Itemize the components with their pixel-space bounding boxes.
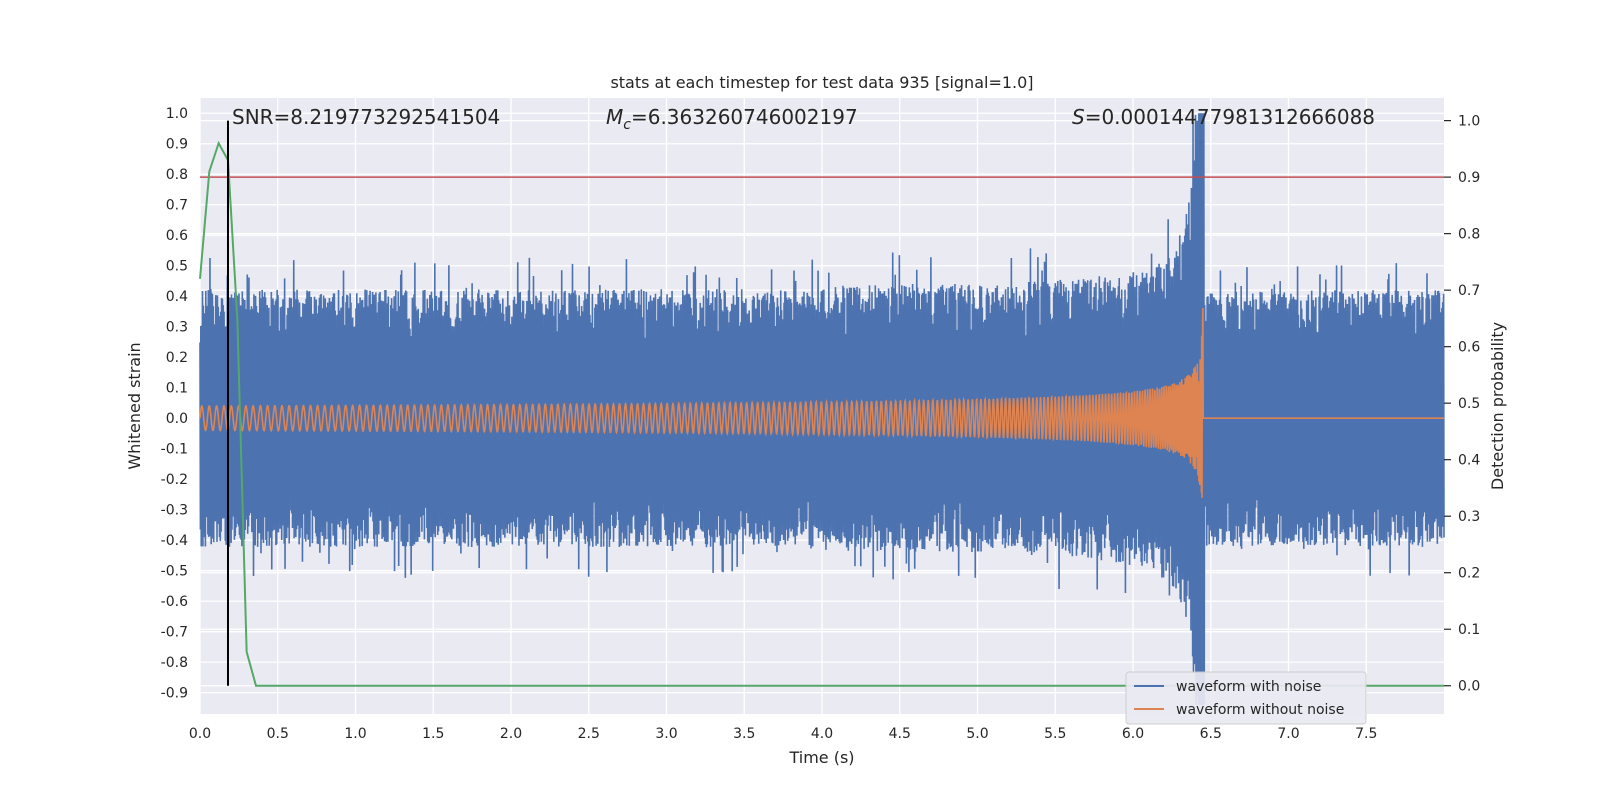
y-tick-label: 0.3: [166, 320, 188, 336]
x-tick-label: 2.0: [500, 726, 522, 742]
y2-tick-label: 0.3: [1458, 509, 1480, 525]
x-tick-label: 1.5: [422, 726, 444, 742]
y-tick-label: -0.3: [161, 503, 188, 519]
y-tick-label: 0.2: [166, 350, 188, 366]
y-tick-label: -0.6: [161, 594, 188, 610]
x-tick-label: 6.0: [1122, 726, 1144, 742]
y2-tick-label: 0.9: [1458, 170, 1480, 186]
s-annotation: S=0.00014477981312666088: [1072, 105, 1375, 129]
y-tick-label: 1.0: [166, 106, 188, 122]
legend: waveform with noise waveform without noi…: [1125, 671, 1367, 725]
y2-tick-label: 0.2: [1458, 566, 1480, 582]
y-tick-label: -0.4: [161, 533, 188, 549]
y-tick-label: 0.5: [166, 259, 188, 275]
series-line-clean: [199, 308, 1444, 498]
legend-label-noise: waveform with noise: [1176, 679, 1321, 695]
chart-title: stats at each timestep for test data 935…: [610, 73, 1033, 92]
chirp-mass-annotation: Mc=6.363260746002197: [606, 105, 858, 133]
x-tick-label: 1.0: [344, 726, 366, 742]
y-tick-label: 0.6: [166, 228, 188, 244]
x-tick-label: 3.5: [733, 726, 755, 742]
y2-axis-label: Detection probability: [1488, 322, 1507, 490]
y-tick-label: 0.0: [166, 411, 188, 427]
y2-tick-label: 0.8: [1458, 227, 1480, 243]
x-tick-label: 7.0: [1277, 726, 1299, 742]
x-axis-label: Time (s): [788, 748, 854, 767]
y-tick-label: 0.4: [166, 289, 188, 305]
y-tick-label: -0.5: [161, 564, 188, 580]
y2-tick-label: 0.7: [1458, 283, 1480, 299]
x-tick-label: 2.5: [578, 726, 600, 742]
x-tick-label: 0.0: [189, 726, 211, 742]
x-tick-label: 5.5: [1044, 726, 1066, 742]
x-tick-label: 5.0: [966, 726, 988, 742]
y-tick-label: 0.7: [166, 198, 188, 214]
y-axis-ticks: 1.0 0.9 0.8 0.7 0.6 0.5 0.4 0.3 0.2 0.1 0.0 -0.1 -0.…: [161, 106, 188, 701]
y2-axis-ticks: 1.0 0.9 0.8 0.7 0.6 0.5 0.4 0.3 0.2 0.1 0.0: [1444, 114, 1480, 695]
y-tick-label: 0.8: [166, 167, 188, 183]
y-tick-label: -0.9: [161, 686, 188, 702]
x-tick-label: 6.5: [1200, 726, 1222, 742]
y-tick-label: 0.9: [166, 137, 188, 153]
y2-tick-label: 1.0: [1458, 114, 1480, 130]
x-tick-label: 3.0: [655, 726, 677, 742]
data-layer: [199, 113, 1445, 705]
x-axis-ticks: 0.0 0.5 1.0 1.5 2.0 2.5 3.0 3.5 4.0 4.5 5.0 5.5 6.0 6…: [189, 726, 1378, 742]
snr-annotation: SNR=8.219773292541504: [232, 105, 500, 129]
x-tick-label: 7.5: [1355, 726, 1377, 742]
y2-tick-label: 0.6: [1458, 340, 1480, 356]
x-tick-label: 4.0: [811, 726, 833, 742]
series-line-probability: [199, 140, 1444, 687]
x-tick-label: 4.5: [889, 726, 911, 742]
legend-box: [1125, 671, 1367, 725]
y-axis-label: Whitened strain: [125, 342, 144, 469]
y-tick-label: 0.1: [166, 381, 188, 397]
legend-label-clean: waveform without noise: [1176, 702, 1344, 718]
y2-tick-label: 0.5: [1458, 396, 1480, 412]
y2-tick-label: 0.0: [1458, 679, 1480, 695]
y-tick-label: -0.1: [161, 442, 188, 458]
y2-tick-label: 0.1: [1458, 622, 1480, 638]
y-tick-label: -0.8: [161, 655, 188, 671]
x-tick-label: 0.5: [267, 726, 289, 742]
y-tick-label: -0.7: [161, 625, 188, 641]
y-tick-label: -0.2: [161, 472, 188, 488]
y2-tick-label: 0.4: [1458, 453, 1480, 469]
